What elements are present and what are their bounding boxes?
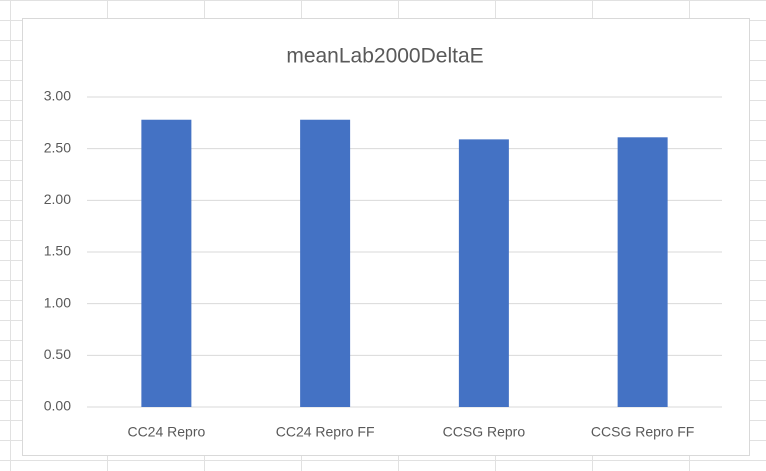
bar: [141, 119, 192, 407]
y-tick-label: 2.00: [44, 191, 71, 207]
chart-title: meanLab2000DeltaE: [286, 45, 483, 68]
y-tick-label: 1.00: [44, 294, 71, 310]
y-tick-label: 2.50: [44, 139, 71, 155]
bar: [300, 119, 351, 407]
bar: [458, 139, 509, 407]
y-tick-label: 0.00: [44, 398, 71, 414]
x-tick-label: CC24 Repro FF: [276, 424, 375, 440]
y-tick-label: 0.50: [44, 346, 71, 362]
y-tick-label: 3.00: [44, 88, 71, 104]
x-tick-label: CC24 Repro: [127, 424, 205, 440]
x-tick-label: CCSG Repro: [443, 424, 526, 440]
bar: [617, 137, 668, 408]
y-tick-label: 1.50: [44, 243, 71, 259]
x-tick-label: CCSG Repro FF: [591, 424, 694, 440]
